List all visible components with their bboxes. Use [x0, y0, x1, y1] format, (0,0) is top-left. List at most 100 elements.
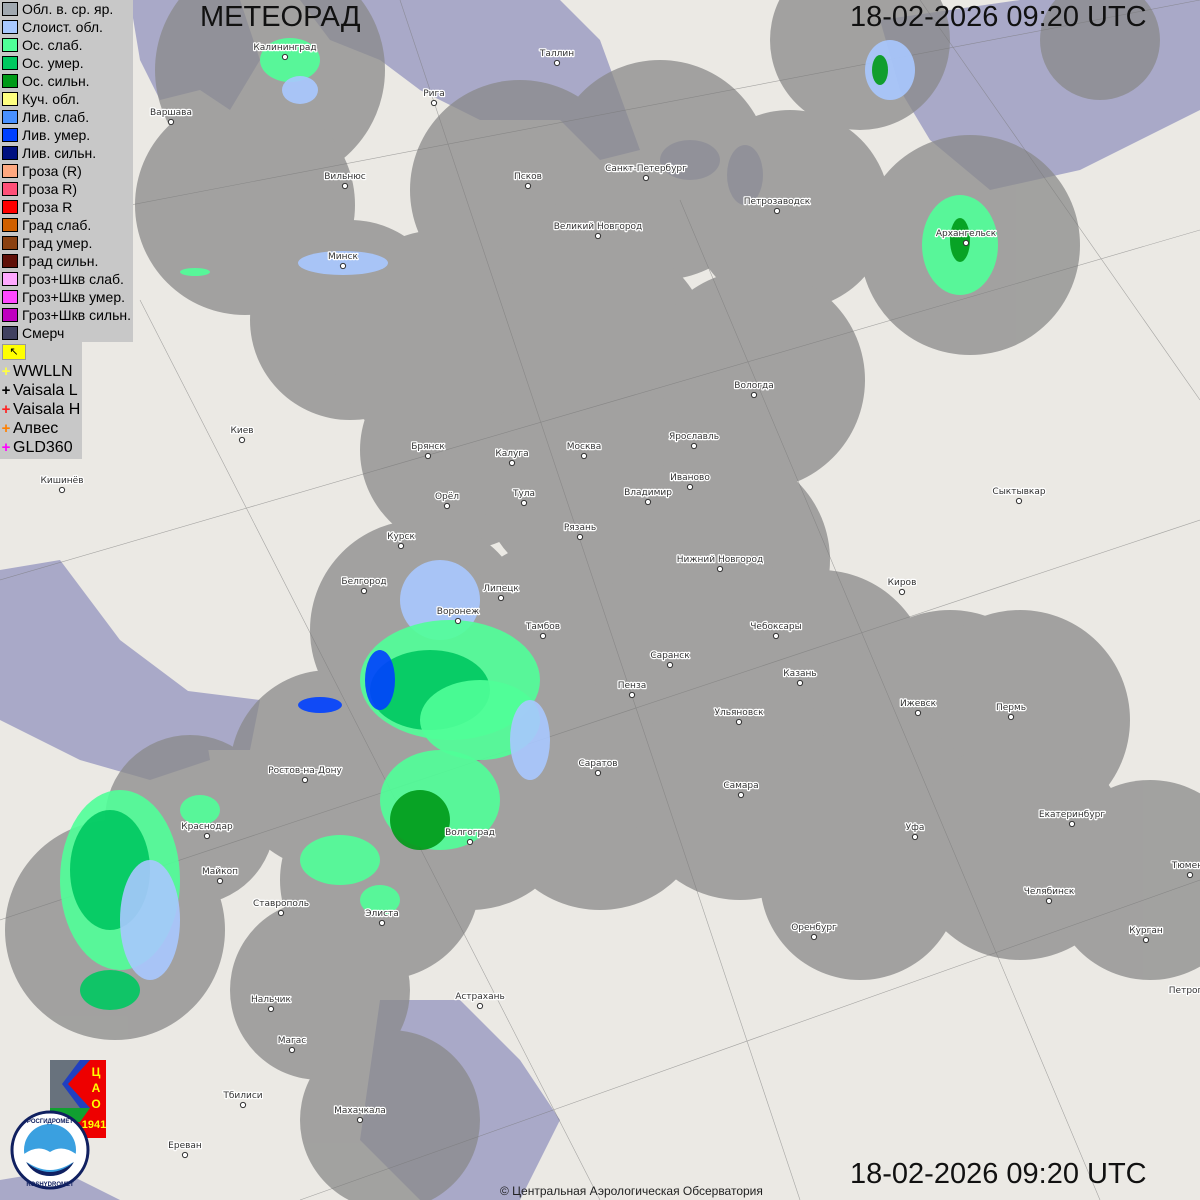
city-marker[interactable]: Саратов: [577, 758, 619, 777]
city-marker[interactable]: Рига: [422, 88, 446, 107]
city-marker[interactable]: Рязань: [563, 522, 597, 541]
legend-item: Гроз+Шкв слаб.: [0, 270, 133, 288]
city-marker[interactable]: Астрахань: [454, 991, 506, 1010]
city-marker[interactable]: Калининград: [252, 42, 318, 61]
app-title: МЕТЕОРАД: [200, 1, 361, 33]
city-marker[interactable]: Киев: [229, 425, 255, 444]
city-marker[interactable]: Махачкала: [333, 1105, 387, 1124]
city-marker[interactable]: Белгород: [340, 576, 388, 595]
city-dot-icon: [277, 909, 285, 917]
city-marker[interactable]: Тула: [511, 488, 536, 507]
city-marker[interactable]: Псков: [513, 171, 543, 190]
city-marker[interactable]: Курск: [386, 531, 417, 550]
city-marker[interactable]: Пенза: [617, 680, 648, 699]
city-marker[interactable]: Вологда: [733, 380, 775, 399]
city-marker[interactable]: Пермь: [995, 702, 1027, 721]
city-dot-icon: [773, 207, 781, 215]
city-marker[interactable]: Челябинск: [1022, 886, 1076, 905]
city-label: Санкт-Петербург: [605, 164, 687, 174]
city-marker[interactable]: Ижевск: [899, 698, 938, 717]
lightning-source-item[interactable]: + Алвес: [0, 419, 82, 438]
city-dot-icon: [466, 838, 474, 846]
city-marker[interactable]: Санкт-Петербург: [604, 163, 688, 182]
city-marker[interactable]: Петрозаводск: [743, 196, 812, 215]
legend-swatch: [2, 56, 18, 70]
city-marker[interactable]: Самара: [722, 780, 760, 799]
city-marker[interactable]: Тюмень: [1169, 860, 1200, 879]
lightning-flag-icon[interactable]: ↖: [2, 344, 26, 360]
city-marker[interactable]: Чебоксары: [749, 621, 803, 640]
city-marker[interactable]: Киров: [886, 577, 918, 596]
city-marker[interactable]: Ереван: [167, 1140, 203, 1159]
lightning-source-item[interactable]: + WWLLN: [0, 362, 82, 381]
city-label: Волгоград: [445, 828, 495, 838]
city-marker[interactable]: Оренбург: [790, 922, 838, 941]
city-label: Пенза: [618, 681, 647, 691]
city-marker[interactable]: Курган: [1128, 925, 1164, 944]
city-marker[interactable]: Казань: [782, 668, 818, 687]
lightning-source-item[interactable]: + GLD360: [0, 438, 82, 457]
city-marker[interactable]: Ставрополь: [252, 898, 310, 917]
city-marker[interactable]: Петропавловск: [1168, 985, 1200, 1003]
city-marker[interactable]: Архангельск: [935, 228, 998, 247]
city-marker[interactable]: Краснодар: [180, 821, 234, 840]
precipitation-area: [298, 697, 342, 713]
city-marker[interactable]: Уфа: [904, 822, 926, 841]
legend-swatch: [2, 308, 18, 322]
city-dot-icon: [666, 661, 674, 669]
legend-swatch: [2, 200, 18, 214]
city-marker[interactable]: Владимир: [623, 487, 673, 506]
city-dot-icon: [539, 632, 547, 640]
city-marker[interactable]: Москва: [566, 441, 602, 460]
city-dot-icon: [735, 718, 743, 726]
city-marker[interactable]: Волгоград: [444, 827, 496, 846]
lightning-source-item[interactable]: + Vaisala H: [0, 400, 82, 419]
city-marker[interactable]: Калуга: [494, 448, 530, 467]
city-marker[interactable]: Брянск: [410, 441, 447, 460]
city-marker[interactable]: Воронеж: [436, 606, 480, 625]
city-marker[interactable]: Элиста: [364, 908, 400, 927]
city-dot-icon: [737, 791, 745, 799]
city-marker[interactable]: Саранск: [649, 650, 691, 669]
lightning-source-item[interactable]: + Vaisala L: [0, 381, 82, 400]
city-marker[interactable]: Липецк: [482, 583, 521, 602]
city-marker[interactable]: Кишинёв: [39, 475, 85, 494]
city-marker[interactable]: Ростов-на-Дону: [267, 765, 344, 784]
city-label: Екатеринбург: [1039, 810, 1105, 820]
legend-label: Ос. слаб.: [22, 37, 83, 53]
city-marker[interactable]: Нижний Новгород: [676, 554, 764, 573]
legend-label: Град слаб.: [22, 217, 92, 233]
city-marker[interactable]: Сыктывкар: [991, 486, 1047, 505]
precipitation-area: [865, 40, 915, 100]
legend-label: Гроза R): [22, 181, 78, 197]
city-marker[interactable]: Орёл: [434, 491, 460, 510]
legend-swatch: [2, 2, 18, 16]
city-marker[interactable]: Иваново: [669, 472, 712, 491]
city-marker[interactable]: Вильнюс: [323, 171, 367, 190]
legend-label: Гроз+Шкв слаб.: [22, 271, 124, 287]
city-marker[interactable]: Нальчик: [250, 994, 293, 1013]
legend-swatch: [2, 290, 18, 304]
city-marker[interactable]: Ульяновск: [713, 707, 765, 726]
city-marker[interactable]: Варшава: [149, 107, 193, 126]
lightning-source-label: Vaisala L: [13, 381, 78, 399]
city-marker[interactable]: Тамбов: [524, 621, 561, 640]
city-marker[interactable]: Тбилиси: [221, 1090, 264, 1109]
city-marker[interactable]: Майкоп: [201, 866, 239, 885]
city-marker[interactable]: Великий Новгород: [552, 221, 644, 240]
city-dot-icon: [430, 99, 438, 107]
city-marker[interactable]: Екатеринбург: [1038, 809, 1107, 828]
city-label: Рига: [423, 89, 445, 99]
city-marker[interactable]: Минск: [327, 251, 360, 270]
radar-coverage: [5, 0, 1200, 1200]
city-label: Тюмень: [1171, 861, 1200, 871]
city-dot-icon: [1007, 713, 1015, 721]
city-marker[interactable]: Магас: [277, 1035, 308, 1054]
city-label: Петрозаводск: [744, 197, 811, 207]
city-dot-icon: [594, 769, 602, 777]
city-marker[interactable]: Ярославль: [668, 431, 720, 450]
svg-text:А: А: [92, 1081, 101, 1095]
city-marker[interactable]: Таллин: [538, 48, 575, 67]
city-label: Махачкала: [334, 1106, 386, 1116]
